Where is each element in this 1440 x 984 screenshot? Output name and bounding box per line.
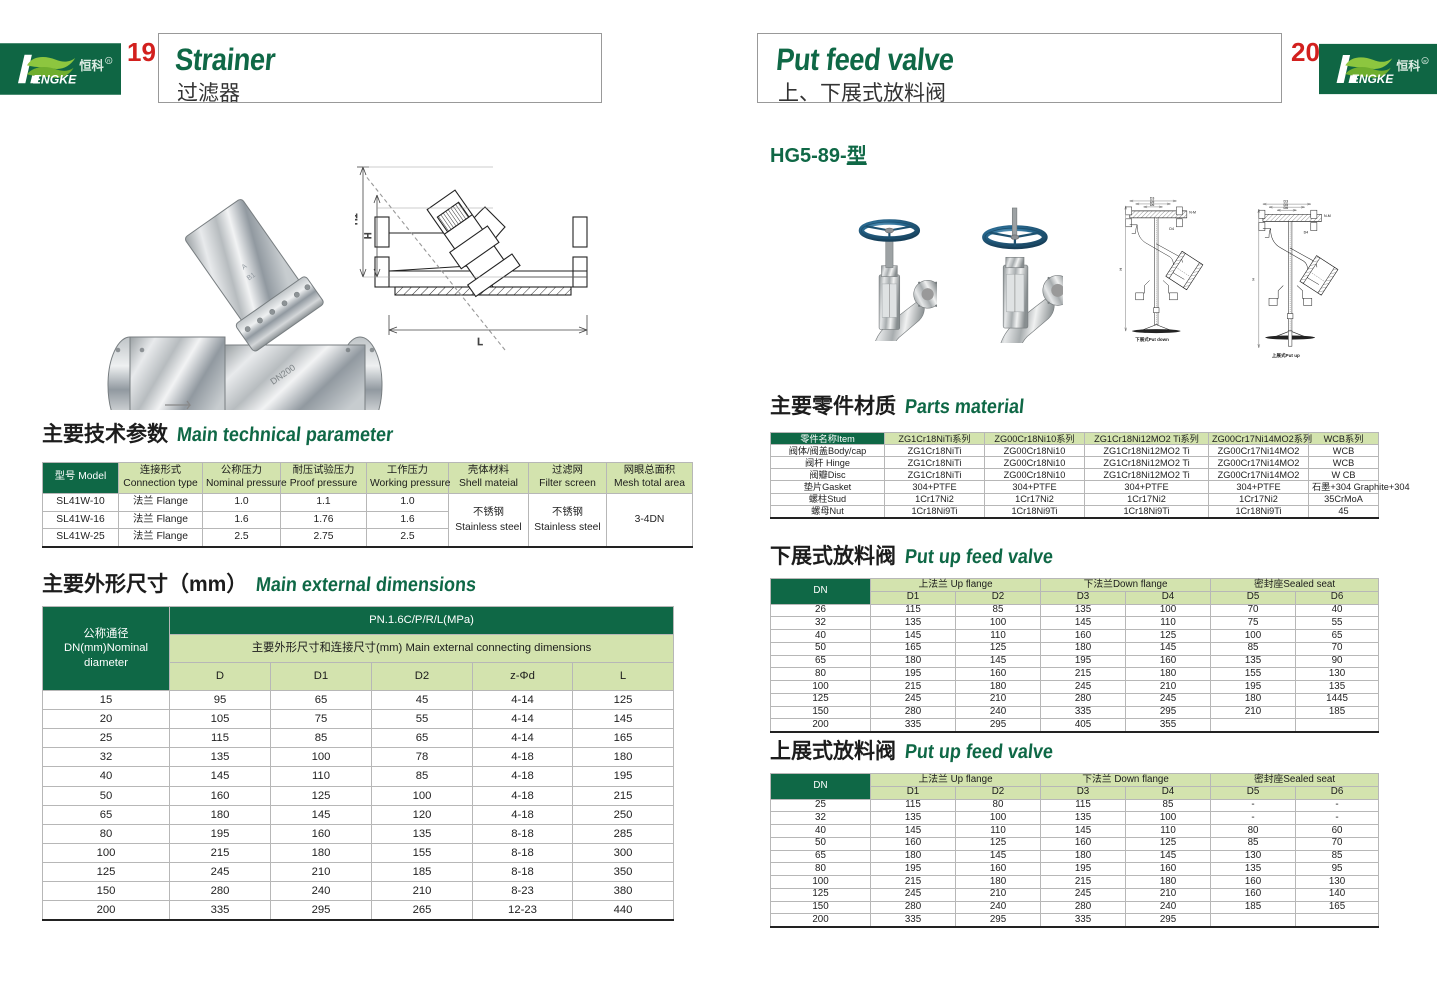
svg-text:H: H (1119, 268, 1123, 271)
svg-text:N-M: N-M (1189, 210, 1196, 214)
svg-text:D4: D4 (1169, 227, 1174, 231)
svg-text:D6: D6 (1150, 203, 1155, 207)
svg-text:H: H (1252, 278, 1256, 281)
svg-text:H1: H1 (355, 213, 359, 225)
svg-text:下展式Put down: 下展式Put down (1135, 336, 1169, 343)
svg-text:N-M: N-M (1324, 214, 1331, 218)
svg-text:L: L (477, 337, 483, 348)
svg-text:D6: D6 (1284, 206, 1289, 210)
svg-text:H: H (363, 233, 373, 240)
svg-text:D4: D4 (1304, 231, 1309, 235)
svg-text:上展式Put up: 上展式Put up (1272, 352, 1300, 359)
